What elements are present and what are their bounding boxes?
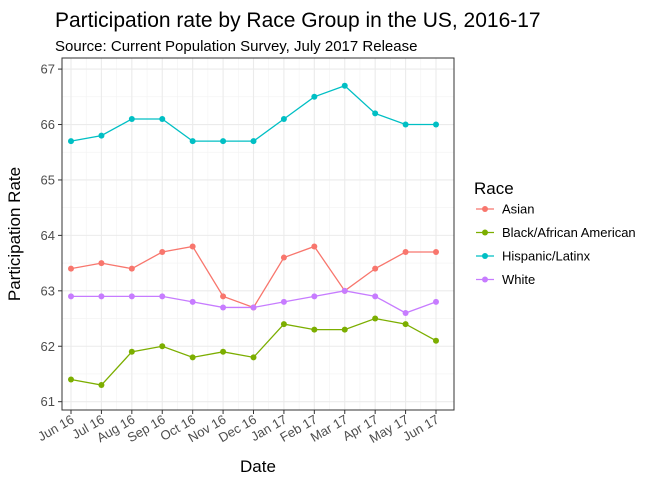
data-point	[98, 382, 105, 389]
data-point	[280, 321, 287, 328]
data-point	[372, 265, 379, 272]
data-point	[159, 343, 166, 350]
y-tick-label: 62	[41, 339, 55, 354]
plot-border	[61, 57, 455, 411]
data-point	[68, 376, 74, 383]
data-point	[189, 138, 196, 145]
data-point	[220, 348, 227, 355]
data-point	[220, 138, 227, 145]
data-point	[311, 243, 318, 250]
data-point	[220, 293, 227, 300]
grid-lines	[62, 58, 454, 410]
data-point	[372, 293, 379, 300]
legend-label: White	[502, 272, 535, 287]
data-point	[341, 287, 348, 294]
data-point	[433, 121, 439, 128]
plot-panel	[61, 57, 455, 411]
data-point	[159, 115, 166, 122]
data-point	[372, 315, 379, 322]
data-point	[250, 138, 257, 145]
data-point	[433, 337, 439, 344]
data-point	[128, 293, 135, 300]
legend-items: Asian Black/African American Hispanic/Lati…	[476, 202, 636, 287]
y-tick-label: 63	[41, 283, 55, 298]
legend-label: Hispanic/Latinx	[502, 249, 591, 264]
series-hispanic-latinx	[68, 82, 439, 145]
legend-item: Black/African American	[476, 225, 636, 240]
data-point	[98, 260, 105, 267]
data-point	[341, 82, 348, 89]
y-axis-title: Participation Rate	[5, 167, 24, 301]
legend-item: Hispanic/Latinx	[476, 249, 591, 264]
data-point	[98, 293, 105, 300]
data-point	[189, 243, 196, 250]
data-point	[402, 249, 409, 256]
data-point	[372, 110, 379, 117]
data-point	[128, 265, 135, 272]
data-point	[189, 298, 196, 305]
data-point	[280, 254, 287, 261]
data-point	[68, 265, 74, 272]
data-point	[159, 249, 166, 256]
y-tick-label: 66	[41, 117, 55, 132]
y-axis: 61 62 63 64 65 66 67	[41, 62, 62, 409]
legend-key-point	[482, 276, 488, 283]
data-point	[433, 298, 439, 305]
chart-title: Participation rate by Race Group in the …	[55, 9, 541, 32]
y-tick-label: 65	[41, 172, 55, 187]
plot-background	[62, 58, 454, 410]
legend-title: Race	[474, 179, 514, 198]
series-layer	[68, 82, 439, 389]
data-point	[250, 354, 257, 361]
data-point	[128, 115, 135, 122]
data-point	[402, 121, 409, 128]
y-tick-label: 64	[41, 228, 55, 243]
data-point	[402, 321, 409, 328]
legend-key-point	[482, 253, 488, 259]
data-point	[433, 249, 439, 256]
data-point	[189, 354, 196, 361]
y-tick-label: 61	[41, 394, 55, 409]
legend-key-point	[482, 206, 488, 212]
legend-label: Asian	[502, 202, 535, 217]
legend-item: Asian	[476, 202, 535, 217]
data-point	[159, 293, 166, 300]
chart-subtitle: Source: Current Population Survey, July …	[55, 38, 417, 55]
data-point	[402, 309, 409, 316]
data-point	[280, 298, 287, 305]
data-point	[220, 304, 227, 311]
x-axis-title: Date	[240, 457, 276, 476]
y-tick-label: 67	[41, 62, 55, 77]
data-point	[280, 115, 287, 122]
data-point	[311, 326, 318, 333]
legend: Race Asian Black/African American Hispanic…	[474, 179, 636, 287]
series-black-african-american	[68, 315, 439, 389]
data-point	[128, 348, 135, 355]
data-point	[311, 293, 318, 300]
data-point	[311, 93, 318, 100]
legend-item: White	[476, 272, 535, 287]
data-point	[68, 293, 74, 300]
legend-key-point	[482, 229, 488, 236]
data-point	[250, 304, 257, 311]
data-point	[68, 138, 74, 145]
data-point	[98, 132, 105, 139]
legend-label: Black/African American	[502, 225, 636, 240]
series-white	[68, 287, 439, 316]
data-point	[341, 326, 348, 333]
